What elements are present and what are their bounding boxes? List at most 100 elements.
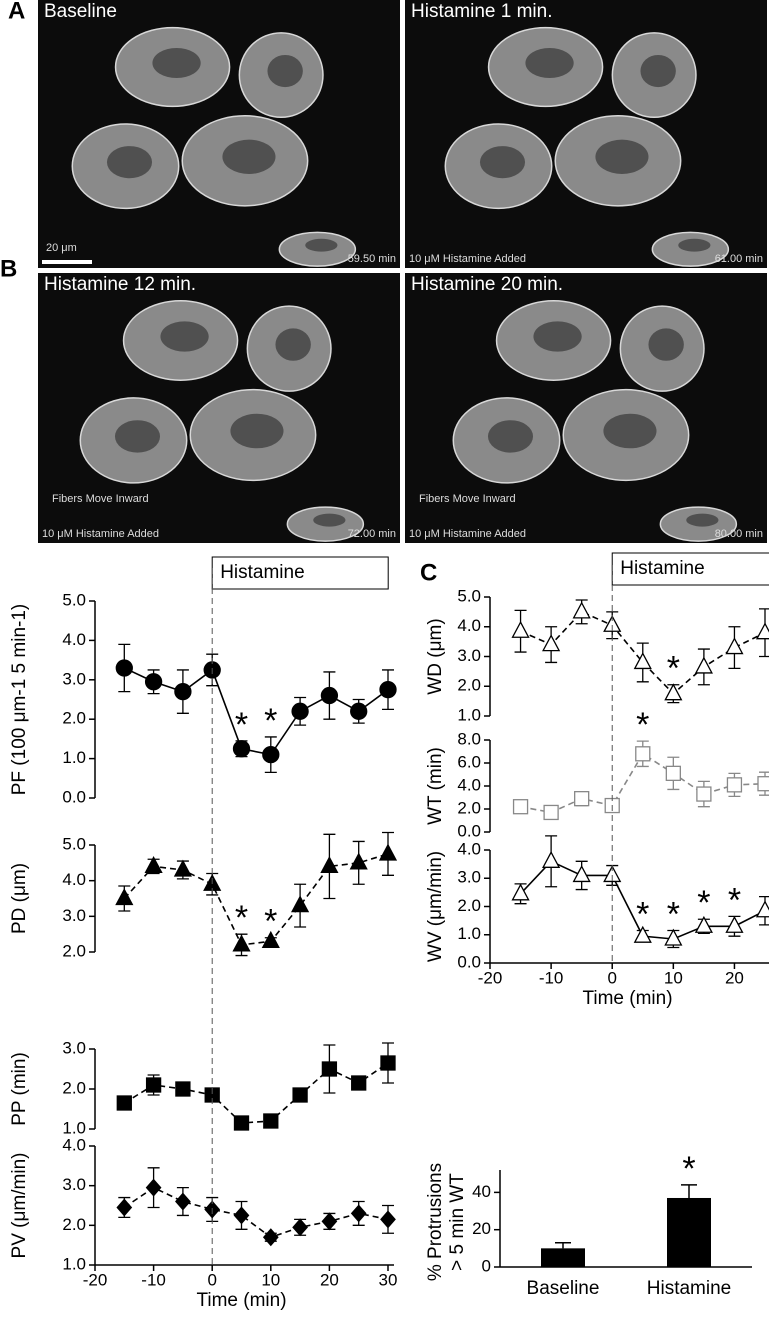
panel-label: C xyxy=(420,559,437,586)
point xyxy=(572,865,591,883)
point xyxy=(144,856,163,874)
x-axis-label: Time (min) xyxy=(196,1290,286,1311)
point xyxy=(292,1218,308,1237)
x-tick-label: -20 xyxy=(83,1270,108,1289)
y-tick-label: 4.0 xyxy=(457,839,481,858)
bar xyxy=(667,1197,711,1267)
image-note: Fibers Move Inward xyxy=(52,493,149,505)
nucleus xyxy=(152,47,201,79)
significance: * xyxy=(264,702,277,740)
point xyxy=(115,659,133,677)
point xyxy=(511,620,530,638)
treatment-box xyxy=(211,556,389,590)
x-tick-label: Baseline xyxy=(527,1278,600,1299)
point xyxy=(232,934,251,952)
significance: * xyxy=(728,881,741,919)
point xyxy=(263,1113,279,1129)
point xyxy=(232,740,251,758)
image-caption: 10 μM Histamine Added xyxy=(409,253,526,265)
significance: * xyxy=(682,1150,695,1188)
y-tick-label: 5.0 xyxy=(62,834,86,853)
x-axis-label: Time (min) xyxy=(582,988,672,1009)
image-title: Baseline xyxy=(44,1,117,22)
x-tick-label: 10 xyxy=(664,968,683,987)
nucleus xyxy=(603,413,657,449)
point xyxy=(173,859,192,877)
point xyxy=(292,1087,308,1103)
point xyxy=(542,850,561,868)
y-tick-label: 20 xyxy=(472,1219,491,1238)
image-caption: 10 μM Histamine Added xyxy=(42,528,159,540)
point xyxy=(320,686,339,705)
series-line xyxy=(520,752,766,814)
point xyxy=(115,888,134,906)
image-time: 59.50 min xyxy=(348,253,396,265)
y-axis-label: > 5 min WT xyxy=(447,1173,468,1271)
panel-label: A xyxy=(8,0,25,24)
nucleus xyxy=(106,146,153,179)
point xyxy=(145,1178,162,1197)
point xyxy=(574,791,590,807)
point xyxy=(755,622,769,640)
point xyxy=(543,804,559,821)
point xyxy=(755,900,769,918)
point xyxy=(542,634,561,652)
y-tick-label: 2.0 xyxy=(62,1215,86,1234)
point xyxy=(351,1075,367,1091)
point xyxy=(512,799,529,815)
nucleus xyxy=(487,420,534,453)
point xyxy=(664,928,683,946)
point xyxy=(572,601,591,619)
y-tick-label: 4.0 xyxy=(62,630,86,649)
point xyxy=(349,852,368,870)
point xyxy=(380,1055,396,1071)
point xyxy=(116,1198,133,1217)
image-title: Histamine 1 min. xyxy=(411,1,553,22)
nucleus xyxy=(222,139,276,174)
point xyxy=(321,1061,338,1077)
nucleus xyxy=(114,420,161,453)
point xyxy=(725,637,744,655)
x-tick-label: 20 xyxy=(725,968,744,987)
x-tick-label: -20 xyxy=(478,968,503,987)
x-tick-label: -10 xyxy=(141,1270,166,1289)
bar xyxy=(541,1248,585,1267)
y-axis-label: WT (min) xyxy=(425,747,446,825)
point xyxy=(635,746,651,762)
nucleus xyxy=(640,54,676,88)
point xyxy=(321,1212,338,1231)
y-tick-label: 2.0 xyxy=(62,941,86,960)
point xyxy=(261,930,280,948)
significance: * xyxy=(636,706,649,744)
point xyxy=(262,746,280,764)
x-tick-label: 0 xyxy=(207,1270,216,1289)
error-bar xyxy=(681,1184,697,1198)
point xyxy=(145,1077,162,1093)
significance: * xyxy=(235,899,248,937)
significance: * xyxy=(235,706,248,744)
point xyxy=(603,865,622,883)
y-tick-label: 1.0 xyxy=(457,705,481,724)
point xyxy=(175,1081,191,1097)
point xyxy=(174,682,192,701)
point xyxy=(291,895,310,913)
point xyxy=(694,656,713,674)
point xyxy=(233,1115,250,1131)
y-axis-label: PV (μm/min) xyxy=(9,1153,30,1259)
y-tick-label: 4.0 xyxy=(62,870,86,889)
y-tick-label: 0.0 xyxy=(457,821,481,840)
nucleus xyxy=(525,47,574,79)
point xyxy=(320,856,339,874)
nucleus xyxy=(479,146,526,179)
y-tick-label: 1.0 xyxy=(62,1118,86,1137)
point xyxy=(665,765,681,781)
y-tick-label: 4.0 xyxy=(62,1135,86,1154)
y-tick-label: 40 xyxy=(472,1182,491,1201)
significance: * xyxy=(697,884,710,922)
y-tick-label: 0 xyxy=(482,1256,491,1275)
image-time: 61.00 min xyxy=(715,253,763,265)
image-caption: 10 μM Histamine Added xyxy=(409,528,526,540)
point xyxy=(291,702,309,720)
significance: * xyxy=(667,650,680,688)
scale-bar-label: 20 μm xyxy=(46,242,77,254)
